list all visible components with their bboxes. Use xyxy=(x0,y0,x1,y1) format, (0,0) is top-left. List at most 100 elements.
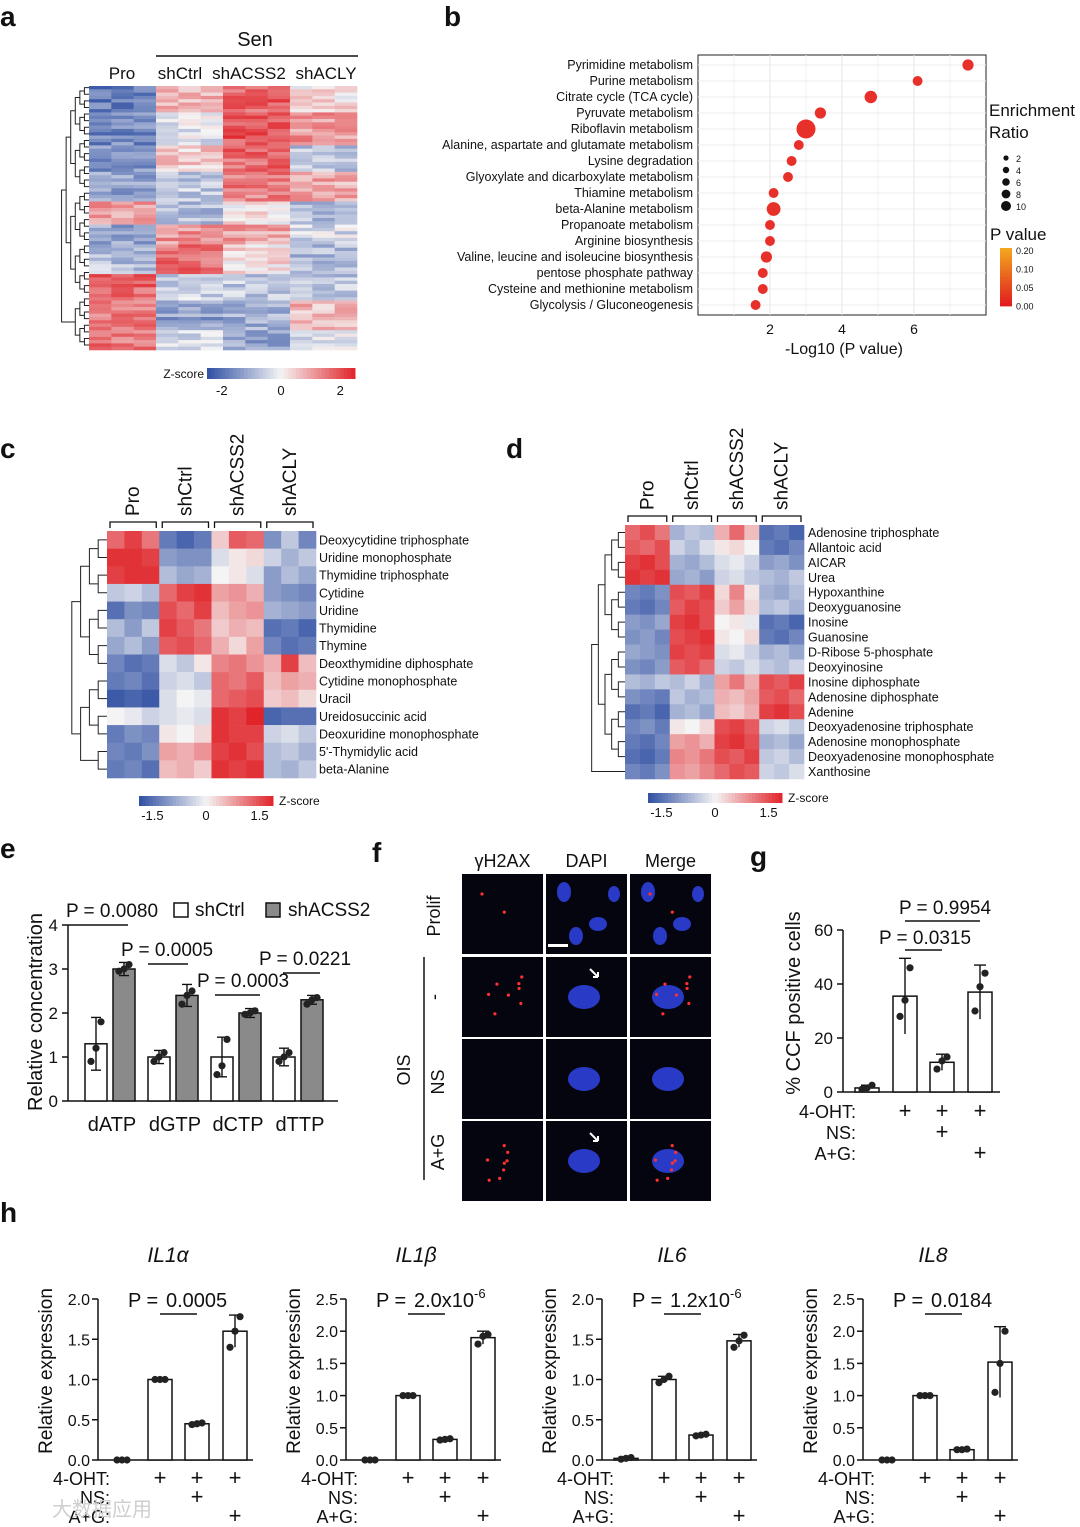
heatmap-cell xyxy=(211,601,230,620)
dendrogram-link xyxy=(83,205,89,214)
y-tick-label: 0.5 xyxy=(572,1413,594,1430)
dendrogram-link xyxy=(97,715,107,735)
heatmap-cell xyxy=(89,313,112,318)
data-point xyxy=(313,994,321,1002)
heatmap-cell xyxy=(200,158,224,163)
heatmap-cell xyxy=(774,689,790,705)
heatmap-cell xyxy=(245,244,268,248)
heatmap-cell xyxy=(759,659,775,675)
heatmap-cell xyxy=(111,214,134,219)
heatmap-cell xyxy=(312,293,335,298)
data-point xyxy=(926,1392,934,1400)
heatmap-cell xyxy=(133,320,157,324)
heatmap-cell xyxy=(654,584,671,601)
heatmap-cell xyxy=(729,539,745,556)
heatmap-cell xyxy=(334,313,358,318)
heatmap-cell xyxy=(267,125,291,130)
heatmap-cell xyxy=(178,300,201,305)
scale-cell xyxy=(236,796,240,806)
scale-cell xyxy=(262,796,267,806)
heatmap-cell xyxy=(133,326,157,331)
heatmap-cell xyxy=(141,742,160,761)
gamma-h2ax-focus xyxy=(670,1161,674,1165)
heatmap-cell xyxy=(156,191,179,196)
heatmap-cell xyxy=(699,584,715,601)
heatmap-cell xyxy=(774,674,790,690)
heatmap-cell xyxy=(267,277,291,281)
heatmap-cell xyxy=(228,689,247,708)
heatmap-cell xyxy=(124,531,143,549)
p-value-label: P = 0.0315 xyxy=(879,928,971,949)
heatmap-cell xyxy=(89,105,112,110)
heatmap-cell xyxy=(178,89,201,93)
heatmap-cell xyxy=(334,251,358,255)
column-label: shCtrl xyxy=(682,460,703,510)
heatmap-cell xyxy=(290,86,313,90)
heatmap-cell xyxy=(684,689,700,705)
heatmap-cell xyxy=(223,119,246,123)
heatmap-cell xyxy=(133,155,157,159)
heatmap-cell xyxy=(263,725,282,744)
heatmap-cell xyxy=(245,115,268,120)
legend-color-cell xyxy=(1000,268,1012,272)
heatmap-cell xyxy=(111,181,134,186)
heatmap-cell xyxy=(267,181,291,186)
heatmap-cell xyxy=(178,343,201,347)
heatmap-cell xyxy=(625,659,641,675)
heatmap-cell xyxy=(156,125,179,130)
condition-sign: + xyxy=(733,1503,746,1527)
heatmap-cell xyxy=(744,659,760,675)
heatmap-cell xyxy=(669,554,685,571)
heatmap-cell xyxy=(699,539,715,556)
condition-label: A+G: xyxy=(316,1507,358,1527)
heatmap-cell xyxy=(223,264,246,268)
heatmap-cell xyxy=(89,204,112,209)
heatmap-cell xyxy=(89,171,112,176)
gamma-h2ax-focus xyxy=(519,1001,523,1006)
heatmap-cell xyxy=(200,194,224,199)
scale-cell xyxy=(651,793,656,803)
heatmap-cell xyxy=(176,654,195,673)
heatmap-cell xyxy=(312,320,335,324)
gamma-h2ax-focus xyxy=(485,1158,490,1162)
heatmap-cell xyxy=(699,614,715,630)
heatmap-cell xyxy=(178,191,201,196)
column-label: shACLY xyxy=(280,447,301,516)
heatmap-cell xyxy=(639,584,656,601)
heatmap-cell xyxy=(290,191,313,196)
metabolite-label: D-Ribose 5-phosphate xyxy=(808,646,933,660)
heatmap-cell xyxy=(639,644,656,660)
scale-cell xyxy=(299,368,304,379)
heatmap-cell xyxy=(789,644,805,660)
heatmap-cell xyxy=(334,208,358,212)
data-point xyxy=(963,1445,971,1453)
heatmap-cell xyxy=(133,237,157,242)
heatmap-cell xyxy=(245,293,268,298)
heatmap-cell xyxy=(654,629,671,645)
heatmap-cell xyxy=(263,760,282,779)
heatmap-cell xyxy=(245,185,268,189)
data-point xyxy=(366,1456,374,1464)
heatmap-cell xyxy=(245,194,268,199)
y-axis-label: Relative expression xyxy=(284,1288,305,1454)
heatmap-cell xyxy=(267,188,291,192)
scale-tick: 1.5 xyxy=(760,805,778,820)
heatmap-cell xyxy=(133,165,157,169)
heatmap-cell xyxy=(176,566,195,585)
group-bracket xyxy=(266,521,314,528)
heatmap-cell xyxy=(281,636,299,655)
data-point xyxy=(665,1372,673,1380)
heatmap-cell xyxy=(156,221,179,225)
heatmap-cell xyxy=(245,280,268,285)
heatmap-cell xyxy=(111,303,134,308)
heatmap-cell xyxy=(290,257,313,262)
heatmap-cell xyxy=(156,260,179,265)
heatmap-cell xyxy=(176,583,195,602)
heatmap-cell xyxy=(111,132,134,136)
heatmap-cell xyxy=(178,142,201,146)
heatmap-cell xyxy=(245,86,268,90)
